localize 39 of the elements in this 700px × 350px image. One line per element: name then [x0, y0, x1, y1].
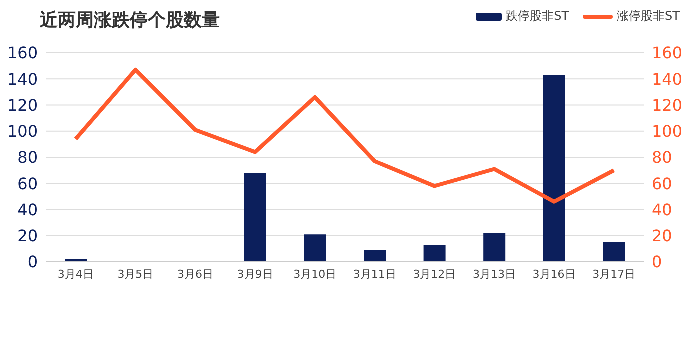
y-tick-label: 0 [28, 252, 38, 272]
x-tick-label: 3月16日 [532, 268, 576, 281]
y-tick-label: 160 [7, 44, 38, 63]
x-tick-label: 3月17日 [592, 268, 636, 281]
legend-label: 涨停股非ST [616, 8, 680, 25]
bar [543, 75, 566, 262]
x-tick-label: 3月11日 [353, 268, 396, 281]
chart-title: 近两周涨跌停个股数量 [40, 9, 220, 32]
y2-tick-label: 80 [652, 148, 672, 168]
y2-tick-label: 140 [652, 70, 683, 89]
x-tick-label: 3月10日 [294, 268, 337, 281]
y-tick-label: 100 [7, 122, 38, 142]
x-tick-label: 3月9日 [237, 268, 274, 281]
y2-tick-label: 40 [652, 200, 672, 220]
bar [244, 173, 266, 262]
y-tick-label: 40 [18, 200, 38, 220]
line-series [74, 68, 616, 204]
legend-label: 跌停股非ST [505, 8, 570, 25]
x-tick-label: 3月4日 [58, 268, 94, 281]
y2-tick-label: 120 [652, 96, 683, 115]
bar [304, 234, 326, 262]
x-tick-label: 3月12日 [413, 268, 456, 281]
y-tick-label: 140 [7, 70, 38, 89]
bar [424, 245, 446, 262]
y2-tick-label: 160 [652, 44, 683, 63]
y-tick-label: 20 [18, 226, 38, 246]
bar [484, 233, 506, 262]
x-tick-label: 3月13日 [473, 268, 516, 281]
x-tick-label: 3月5日 [118, 268, 154, 281]
bar [603, 242, 626, 262]
y-tick-label: 60 [18, 174, 38, 194]
x-tick-label: 3月6日 [178, 268, 214, 281]
y2-tick-label: 60 [652, 174, 672, 194]
y2-tick-label: 0 [652, 252, 662, 272]
y-tick-label: 120 [7, 96, 38, 115]
y2-tick-label: 20 [652, 226, 672, 246]
y-tick-label: 80 [18, 148, 38, 168]
bar [364, 250, 386, 262]
y2-tick-label: 100 [652, 122, 683, 142]
